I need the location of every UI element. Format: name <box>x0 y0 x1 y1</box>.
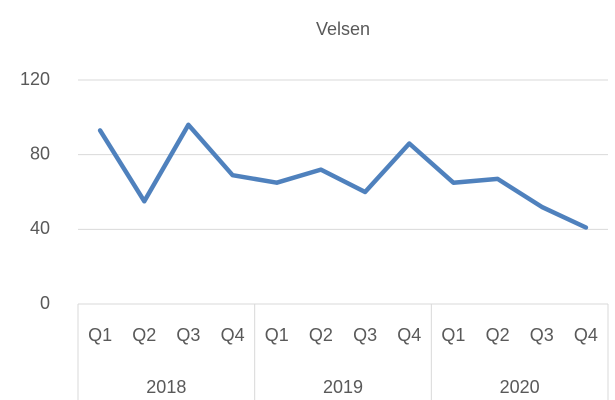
x-group-label: 2019 <box>323 377 363 397</box>
x-tick-label: Q3 <box>353 325 377 345</box>
data-line <box>97 122 589 230</box>
x-tick-label: Q2 <box>132 325 156 345</box>
y-tick-label: 0 <box>40 293 50 313</box>
x-tick-label: Q4 <box>574 325 598 345</box>
x-tick-label: Q1 <box>265 325 289 345</box>
x-tick-label: Q2 <box>486 325 510 345</box>
x-group-label: 2018 <box>146 377 186 397</box>
x-tick-label: Q3 <box>530 325 554 345</box>
y-tick-label: 80 <box>30 143 50 163</box>
x-tick-label: Q4 <box>397 325 421 345</box>
x-tick-label: Q1 <box>88 325 112 345</box>
x-group-label: 2020 <box>500 377 540 397</box>
x-tick-label: Q1 <box>441 325 465 345</box>
x-tick-label: Q3 <box>176 325 200 345</box>
x-tick-label: Q2 <box>309 325 333 345</box>
y-tick-label: 120 <box>20 69 50 89</box>
chart-title: Velsen <box>316 19 370 39</box>
y-tick-label: 40 <box>30 218 50 238</box>
x-tick-label: Q4 <box>221 325 245 345</box>
